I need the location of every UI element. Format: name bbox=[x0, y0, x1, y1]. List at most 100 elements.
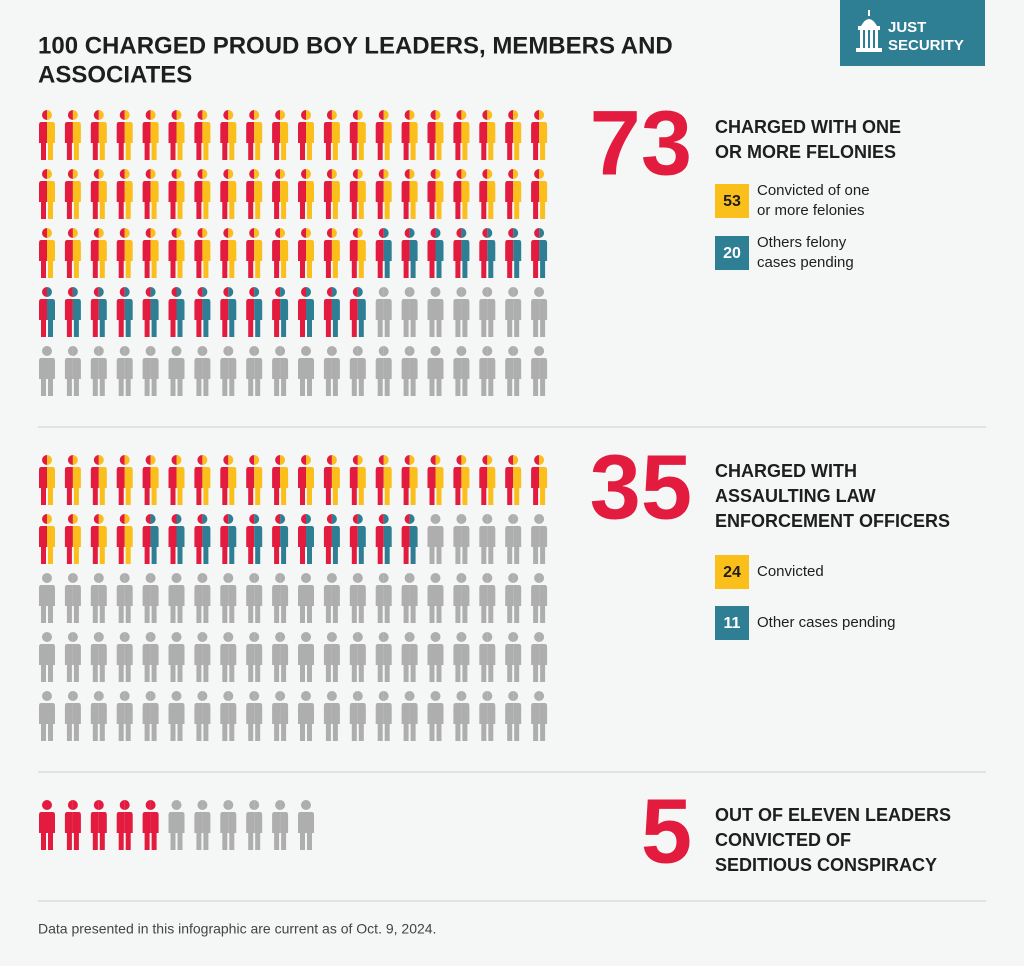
figure-left bbox=[375, 110, 384, 160]
figure-right bbox=[357, 169, 366, 219]
figure-left bbox=[142, 228, 151, 278]
figure-left bbox=[505, 632, 514, 682]
figure-left bbox=[194, 110, 203, 160]
figure-left bbox=[505, 169, 514, 219]
figure-right bbox=[202, 110, 211, 160]
figure-right bbox=[280, 573, 289, 623]
figure-right bbox=[150, 800, 159, 850]
figure-right bbox=[72, 346, 81, 396]
figure-right bbox=[487, 110, 496, 160]
figure-right bbox=[435, 110, 444, 160]
figure-left bbox=[453, 110, 462, 160]
figure-left bbox=[90, 800, 99, 850]
figure-left bbox=[298, 632, 306, 682]
figure-right bbox=[202, 573, 211, 623]
figure-left bbox=[168, 228, 177, 278]
figure-left bbox=[453, 287, 462, 337]
figure-right bbox=[409, 514, 418, 564]
figure-right bbox=[435, 573, 444, 623]
figure-left bbox=[39, 455, 47, 505]
figure-right bbox=[72, 573, 81, 623]
figure-right bbox=[47, 169, 55, 219]
legend-box bbox=[715, 606, 749, 640]
figure-left bbox=[349, 632, 358, 682]
figure-left bbox=[401, 573, 410, 623]
figure-right bbox=[176, 110, 185, 160]
figure-right bbox=[357, 455, 366, 505]
figure-right bbox=[254, 110, 263, 160]
figure-left bbox=[194, 346, 203, 396]
figure-left bbox=[220, 169, 229, 219]
section-label: OR MORE FELONIES bbox=[715, 142, 896, 162]
figure-right bbox=[383, 573, 392, 623]
figure-left bbox=[90, 287, 99, 337]
figure-right bbox=[435, 346, 444, 396]
figure-left bbox=[194, 632, 203, 682]
figure-right bbox=[124, 632, 133, 682]
figure-right bbox=[306, 169, 314, 219]
section-label: ENFORCEMENT OFFICERS bbox=[715, 511, 950, 531]
logo-text: SECURITY bbox=[888, 37, 964, 54]
figure-right bbox=[124, 800, 133, 850]
figure-right bbox=[228, 632, 237, 682]
figure-right bbox=[72, 455, 81, 505]
figure-right bbox=[306, 514, 314, 564]
figure-left bbox=[168, 346, 177, 396]
figure-left bbox=[375, 169, 384, 219]
figure-right bbox=[124, 691, 133, 741]
figure-right bbox=[306, 346, 314, 396]
figure-left bbox=[375, 346, 384, 396]
figure-right bbox=[280, 800, 289, 850]
legend-label: Others felony bbox=[757, 234, 847, 251]
figure-right bbox=[150, 228, 159, 278]
figure-left bbox=[531, 632, 540, 682]
figure-left bbox=[168, 455, 177, 505]
figure-left bbox=[246, 632, 255, 682]
figure-left bbox=[142, 800, 151, 850]
figure-right bbox=[331, 632, 340, 682]
figure-left bbox=[531, 514, 540, 564]
figure-right bbox=[124, 573, 133, 623]
figure-right bbox=[254, 691, 263, 741]
figure-right bbox=[202, 632, 211, 682]
figure-right bbox=[202, 228, 211, 278]
figure-right bbox=[409, 346, 418, 396]
figure-left bbox=[90, 169, 99, 219]
figure-right bbox=[409, 573, 418, 623]
figure-right bbox=[47, 110, 55, 160]
figure-right bbox=[461, 691, 470, 741]
figure-right bbox=[280, 514, 289, 564]
figure-right bbox=[357, 287, 366, 337]
figure-right bbox=[228, 514, 237, 564]
figure-right bbox=[409, 691, 418, 741]
figure-right bbox=[98, 632, 107, 682]
figure-left bbox=[246, 110, 255, 160]
figure-right bbox=[331, 287, 340, 337]
figure-left bbox=[427, 110, 436, 160]
figure-right bbox=[383, 169, 392, 219]
figure-right bbox=[513, 632, 522, 682]
figure-left bbox=[427, 228, 436, 278]
figure-left bbox=[272, 346, 281, 396]
legend-label: Convicted of one bbox=[757, 182, 870, 199]
figure-right bbox=[280, 169, 289, 219]
figure-right bbox=[513, 287, 522, 337]
figure-right bbox=[202, 514, 211, 564]
figure-right bbox=[124, 228, 133, 278]
figure-right bbox=[435, 632, 444, 682]
figure-right bbox=[487, 691, 496, 741]
figure-right bbox=[176, 573, 185, 623]
figure-left bbox=[401, 228, 410, 278]
figure-left bbox=[298, 110, 306, 160]
figure-left bbox=[505, 573, 514, 623]
figure-left bbox=[142, 287, 151, 337]
figure-right bbox=[435, 514, 444, 564]
figure-left bbox=[272, 455, 281, 505]
figure-left bbox=[64, 691, 73, 741]
figure-left bbox=[479, 228, 488, 278]
figure-right bbox=[72, 228, 81, 278]
figure-right bbox=[254, 514, 263, 564]
dividers bbox=[38, 426, 986, 902]
figure-left bbox=[116, 514, 125, 564]
figure-right bbox=[202, 287, 211, 337]
